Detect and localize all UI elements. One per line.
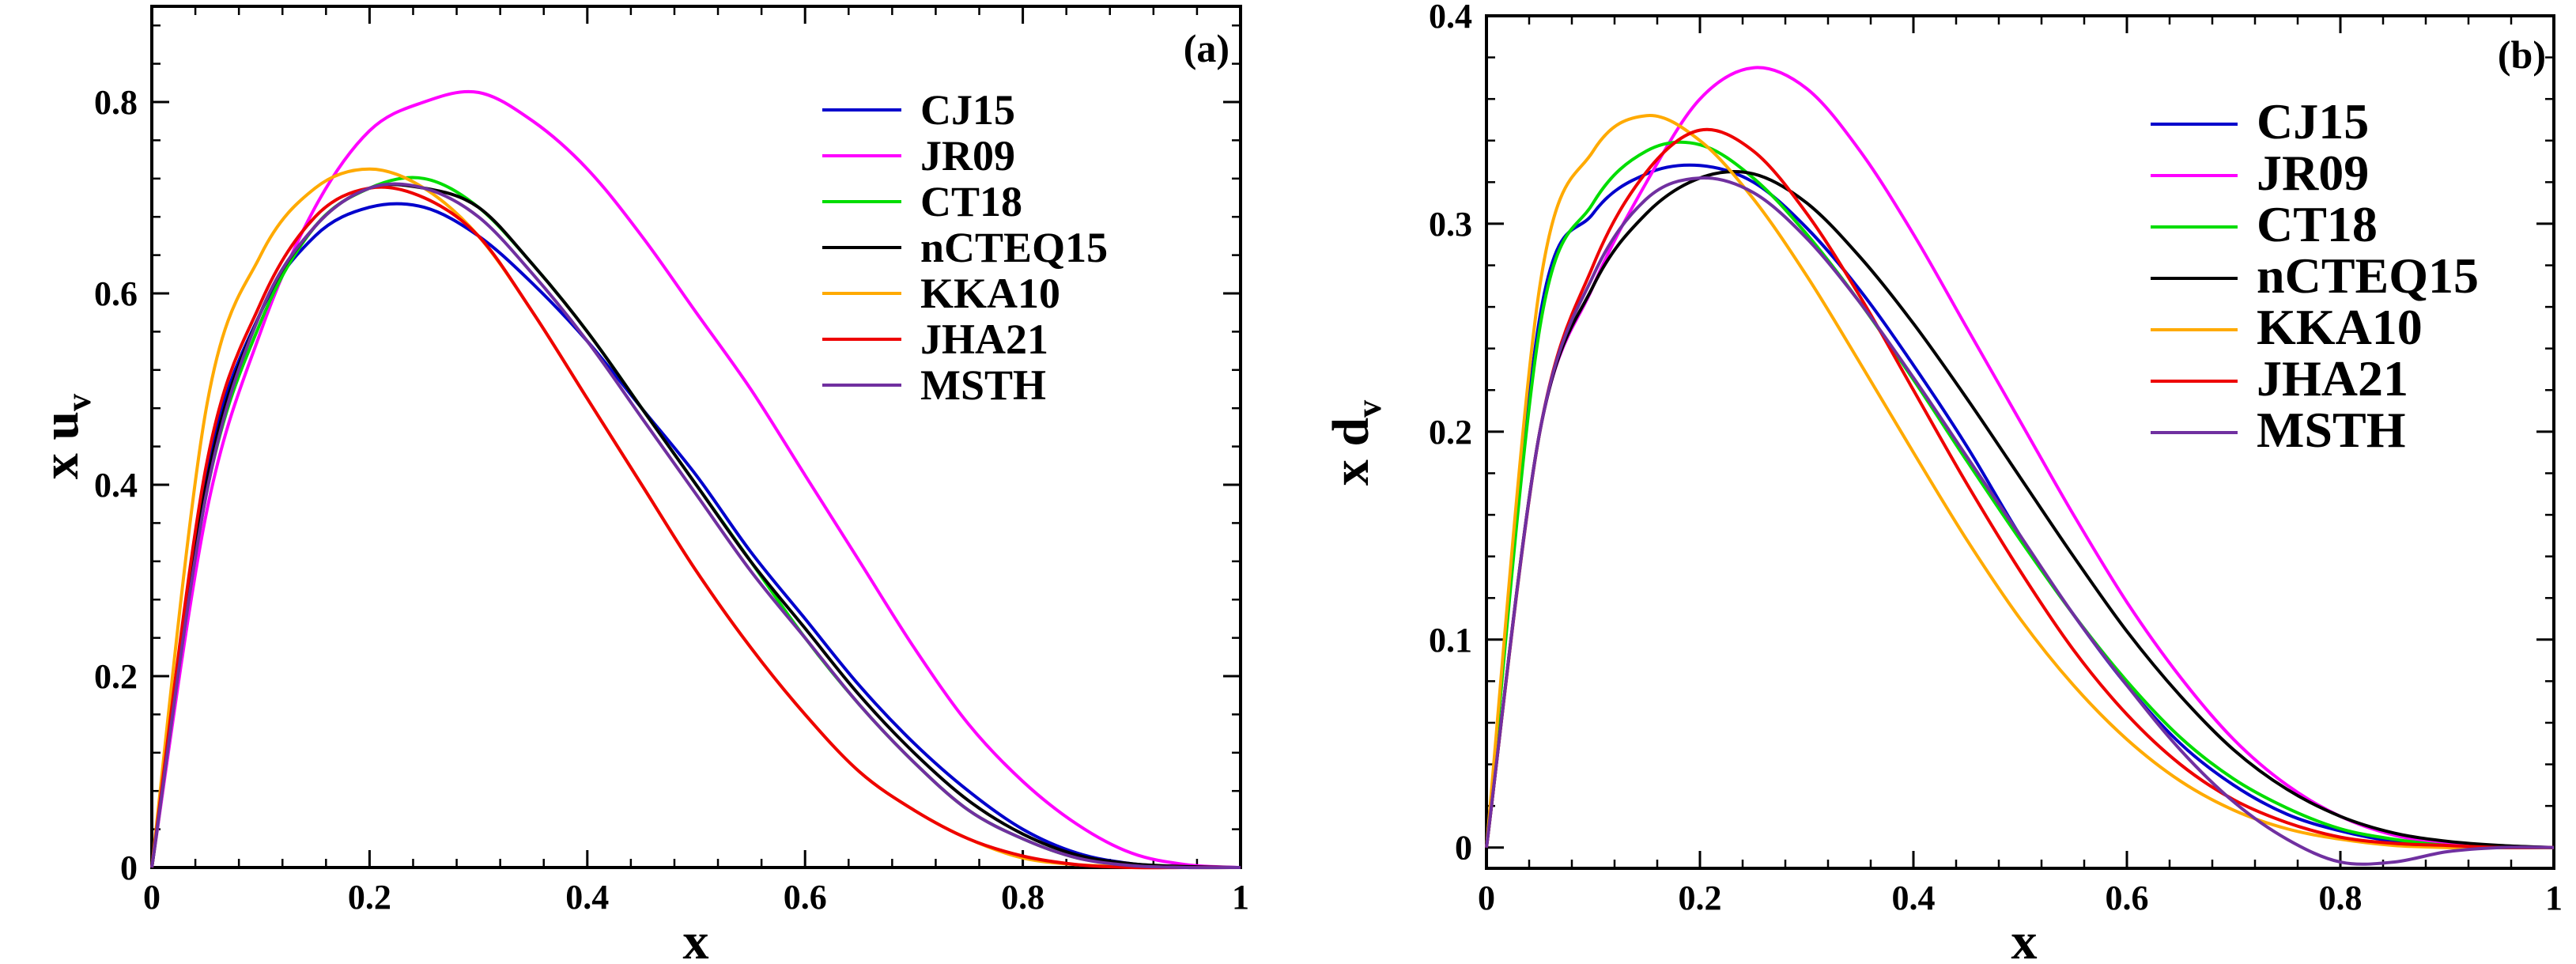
- x-tick-label: 0.4: [1892, 879, 1936, 917]
- y-tick-label: 0.8: [94, 83, 138, 122]
- legend-label-ct18: CT18: [2257, 196, 2378, 252]
- x-tick-label: 0.6: [2106, 879, 2149, 917]
- y-axis-title-main: x u: [32, 411, 89, 479]
- series-lines: [1485, 66, 2555, 866]
- x-tick-label: 0.4: [565, 878, 609, 917]
- series-line-jr09: [150, 89, 1241, 869]
- series-line-msth: [1485, 176, 2555, 866]
- x-tick-label: 0.2: [1679, 879, 1722, 917]
- series-line-kka10: [150, 167, 1241, 870]
- series-line-ncteq15: [1485, 170, 2555, 849]
- x-tick-labels: 0 0.2 0.4 0.6 0.8 1: [1478, 879, 2563, 917]
- tick-marks: [150, 6, 1242, 869]
- panel-tag: (a): [1184, 26, 1229, 70]
- x-tick-label: 0.8: [2319, 879, 2363, 917]
- plot-frame: [1485, 14, 2555, 870]
- y-axis-title-sub: v: [1350, 400, 1388, 418]
- panel-tag: (b): [2498, 32, 2546, 77]
- y-tick-label: 0.6: [94, 274, 138, 313]
- y-tick-label: 0.1: [1429, 621, 1472, 660]
- x-tick-label: 0: [1478, 879, 1495, 917]
- y-tick-label: 0.2: [94, 657, 138, 696]
- y-tick-label: 0.3: [1429, 205, 1472, 244]
- panel-a: 0 0.2 0.4 0.6 0.8 1 00.20.40.60.8 (a) x x uv …: [32, 5, 1249, 964]
- svg-text:x dv: x dv: [1322, 400, 1388, 486]
- x-tick-label: 0.8: [1001, 878, 1044, 917]
- x-tick-label: 1: [2545, 879, 2563, 917]
- x-tick-label: 0.6: [784, 878, 827, 917]
- y-axis-title-main: x d: [1322, 418, 1380, 486]
- x-axis-title: x: [2011, 913, 2038, 964]
- y-tick-label: 0.4: [94, 466, 138, 505]
- x-axis-title: x: [683, 913, 709, 964]
- legend-label-cj15: CJ15: [2257, 93, 2369, 149]
- legend-label-kka10: KKA10: [920, 270, 1060, 317]
- x-tick-labels: 0 0.2 0.4 0.6 0.8 1: [143, 878, 1249, 917]
- legend-label-msth: MSTH: [2257, 402, 2405, 458]
- legend-label-jr09: JR09: [2257, 145, 2369, 201]
- y-tick-labels: 0 0.2 0.4 0.6 0.8: [94, 83, 138, 887]
- y-axis-title: x dv: [1322, 400, 1388, 486]
- y-axis-title: x uv: [32, 394, 98, 479]
- series-line-cj15: [150, 202, 1241, 869]
- panel-b: 0 0.2 0.4 0.6 0.8 1 00.10.20.30.4 (b) x x dv …: [1322, 0, 2563, 964]
- legend-label-ncteq15: nCTEQ15: [920, 224, 1108, 271]
- series-line-cj15: [1485, 163, 2555, 849]
- legend-label-cj15: CJ15: [920, 86, 1015, 134]
- series-lines: [150, 89, 1241, 870]
- series-line-ct18: [1485, 140, 2555, 849]
- series-line-ct18: [150, 176, 1241, 869]
- y-axis-title-sub: v: [59, 394, 98, 411]
- legend-label-ct18: CT18: [920, 178, 1022, 225]
- x-tick-label: 1: [1232, 878, 1249, 917]
- y-tick-label: 0: [1455, 829, 1472, 868]
- tick-marks: [1485, 14, 2555, 868]
- legend-label-jha21: JHA21: [920, 316, 1048, 363]
- legend-label-ncteq15: nCTEQ15: [2257, 248, 2479, 304]
- y-tick-label: 0.2: [1429, 413, 1472, 452]
- legend-label-jha21: JHA21: [2257, 350, 2408, 406]
- series-line-ncteq15: [150, 183, 1241, 869]
- series-line-kka10: [1485, 114, 2554, 849]
- legend-label-jr09: JR09: [920, 132, 1015, 180]
- legend-label-kka10: KKA10: [2257, 299, 2423, 355]
- y-tick-label: 0.4: [1429, 0, 1472, 36]
- series-line-jha21: [150, 185, 1241, 870]
- plot-frame: [150, 5, 1242, 869]
- y-tick-labels: 0 0.1 0.2 0.3 0.4: [1429, 0, 1472, 868]
- legend-label-msth: MSTH: [920, 361, 1046, 409]
- series-line-msth: [150, 182, 1241, 870]
- svg-text:x uv: x uv: [32, 394, 98, 479]
- series-line-jha21: [1485, 127, 2555, 849]
- x-tick-label: 0: [143, 878, 161, 917]
- y-tick-label: 0: [120, 849, 138, 887]
- x-tick-label: 0.2: [348, 878, 391, 917]
